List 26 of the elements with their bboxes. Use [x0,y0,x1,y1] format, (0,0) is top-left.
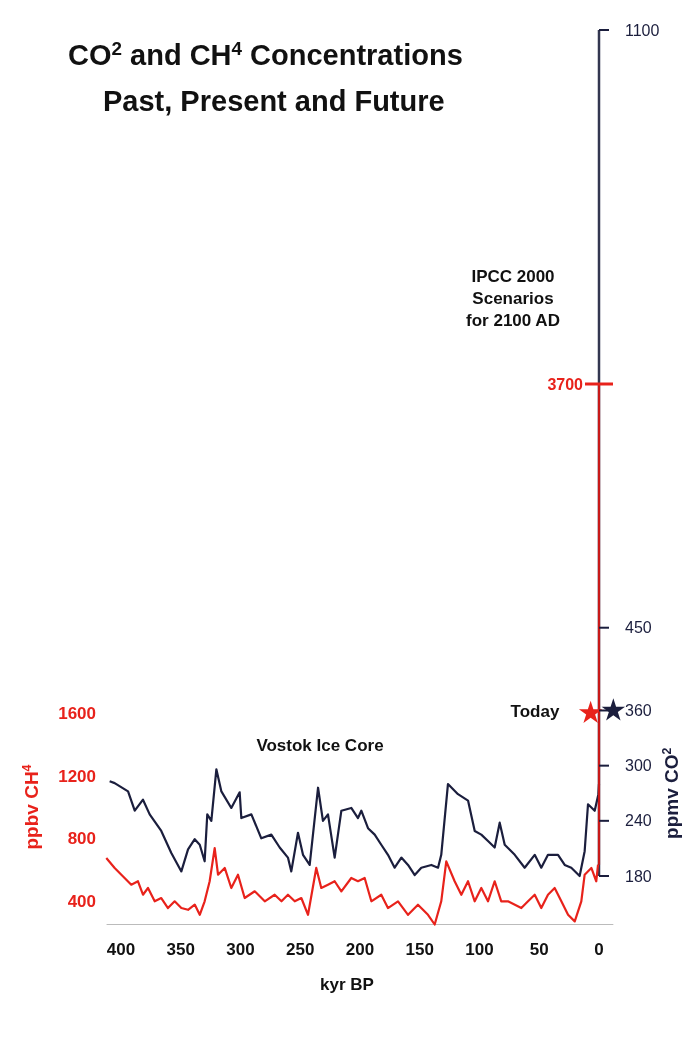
x-tick-label: 300 [226,940,255,959]
y2-tick-label: 180 [625,867,652,885]
x-tick-label: 400 [106,940,136,959]
x-tick-label: 200 [345,940,375,959]
ref-line-label: 3700 [547,375,584,393]
y2-tick-label: 240 [625,812,652,830]
x-tick-label: 150 [405,940,434,959]
y2-tick-label: 300 [625,757,652,775]
annotation: Today [510,701,560,721]
chart-subtitle: Past, Present and Future [103,85,445,117]
x-tick-label: 100 [465,940,494,959]
text: IPCC 2000 Scenarios for 2100 AD [466,266,560,330]
y-tick-label: 1200 [58,766,96,786]
x-axis-title: kyr BP [320,975,374,994]
annotation: Vostok Ice Core [256,735,384,755]
x-tick-label: 250 [286,940,315,959]
x-tick-label: 0 [594,940,604,959]
x-tick-label: 50 [529,940,549,959]
y2-tick-label: 360 [625,702,652,720]
y-tick-label: 400 [67,891,96,911]
chart-title: CO$^{2}$ and CH$^{4}$ Concentrations [68,37,463,71]
y2-tick-label: 1100 [625,21,660,39]
y-tick-label: 800 [67,829,96,849]
y2-tick-label: 450 [625,619,652,637]
x-tick-label: 350 [166,940,195,959]
y-tick-label: 1600 [58,703,96,723]
